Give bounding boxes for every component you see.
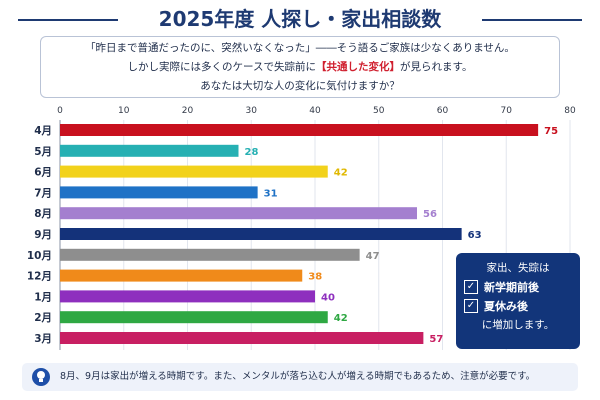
title-rule-right xyxy=(482,19,582,21)
intro-line-2-pre: しかし実際には多くのケースで失踪前に xyxy=(127,61,317,73)
bar xyxy=(60,144,239,157)
bar-chart-svg: 0 10 20 30 40 50 60 70 80 4月 75 5月 28 6月 42 7月 31 8月 56 9月 6… xyxy=(27,106,576,350)
intro-line-2: しかし実際には多くのケースで失踪前に【共通した変化】が見られます。 xyxy=(41,58,559,77)
info-note-box: 家出、失踪は ✓ 新学期前後 ✓ 夏休み後 に増加します。 xyxy=(456,253,580,349)
bar xyxy=(60,124,539,136)
bar xyxy=(60,290,315,303)
category-label: 1月 xyxy=(34,291,52,303)
data-label: 28 xyxy=(245,147,259,158)
data-label: 38 xyxy=(308,272,322,283)
data-label: 47 xyxy=(366,251,380,262)
x-tick-label: 50 xyxy=(373,106,385,116)
category-label: 8月 xyxy=(34,208,52,220)
checkbox-icon: ✓ xyxy=(464,299,478,313)
note-line-4: に増加します。 xyxy=(481,319,555,331)
category-label: 7月 xyxy=(34,187,52,199)
x-tick-label: 60 xyxy=(437,106,449,116)
x-tick-label: 40 xyxy=(309,106,321,116)
intro-box: 「昨日まで普通だったのに、突然いなくなった」――そう語るご家族は少なくありません… xyxy=(40,36,560,98)
note-item-2-label: 夏休み後 xyxy=(484,300,528,313)
bar-chart: 0 10 20 30 40 50 60 70 80 4月 75 5月 28 6月 42 7月 31 8月 56 9月 6… xyxy=(0,100,600,355)
data-label: 40 xyxy=(321,292,335,303)
category-label: 9月 xyxy=(34,229,52,241)
data-label: 63 xyxy=(468,230,482,241)
category-label: 6月 xyxy=(34,167,52,179)
lightbulb-icon xyxy=(32,368,50,386)
title-row: 2025年度 人探し・家出相談数 xyxy=(0,4,600,34)
bar xyxy=(60,311,328,324)
bar xyxy=(60,165,328,178)
bar xyxy=(60,186,258,199)
data-label: 42 xyxy=(334,313,348,324)
data-label: 31 xyxy=(264,188,278,199)
bar xyxy=(60,228,462,240)
x-tick-label: 0 xyxy=(57,106,63,116)
category-label: 10月 xyxy=(27,250,52,262)
x-tick-label: 80 xyxy=(564,106,576,116)
x-tick-label: 20 xyxy=(182,106,194,116)
bar xyxy=(60,332,424,344)
data-label: 75 xyxy=(544,126,558,137)
data-label: 57 xyxy=(429,334,443,345)
intro-line-3: あなたは大切な人の変化に気付けますか？ xyxy=(200,80,400,92)
data-label: 56 xyxy=(423,209,437,220)
data-label: 42 xyxy=(334,168,348,179)
note-item-1-label: 新学期前後 xyxy=(484,281,539,294)
category-label: 2月 xyxy=(34,312,52,324)
bar xyxy=(60,207,417,220)
x-tick-label: 30 xyxy=(246,106,258,116)
intro-line-2-post: が見られます。 xyxy=(400,61,473,73)
title-rule-left xyxy=(18,19,118,21)
note-line-1: 家出、失踪は xyxy=(486,262,550,274)
x-tick-label: 10 xyxy=(118,106,130,116)
x-tick-label: 70 xyxy=(501,106,513,116)
bar xyxy=(60,248,360,261)
footer-note: 8月、9月は家出が増える時期です。また、メンタルが落ち込む人が増える時期でもある… xyxy=(22,363,578,391)
category-label: 3月 xyxy=(34,333,52,345)
note-item-1: ✓ 新学期前後 xyxy=(464,278,572,297)
checkbox-icon: ✓ xyxy=(464,280,478,294)
bar xyxy=(60,269,303,282)
category-label: 12月 xyxy=(27,271,52,283)
note-item-2: ✓ 夏休み後 xyxy=(464,297,572,316)
footer-text: 8月、9月は家出が増える時期です。また、メンタルが落ち込む人が増える時期でもある… xyxy=(60,371,536,382)
intro-line-1: 「昨日まで普通だったのに、突然いなくなった」――そう語るご家族は少なくありません… xyxy=(85,42,515,54)
page-title: 2025年度 人探し・家出相談数 xyxy=(158,7,442,31)
intro-highlight: 【共通した変化】 xyxy=(316,61,401,73)
category-label: 5月 xyxy=(34,146,52,158)
category-label: 4月 xyxy=(34,125,52,137)
